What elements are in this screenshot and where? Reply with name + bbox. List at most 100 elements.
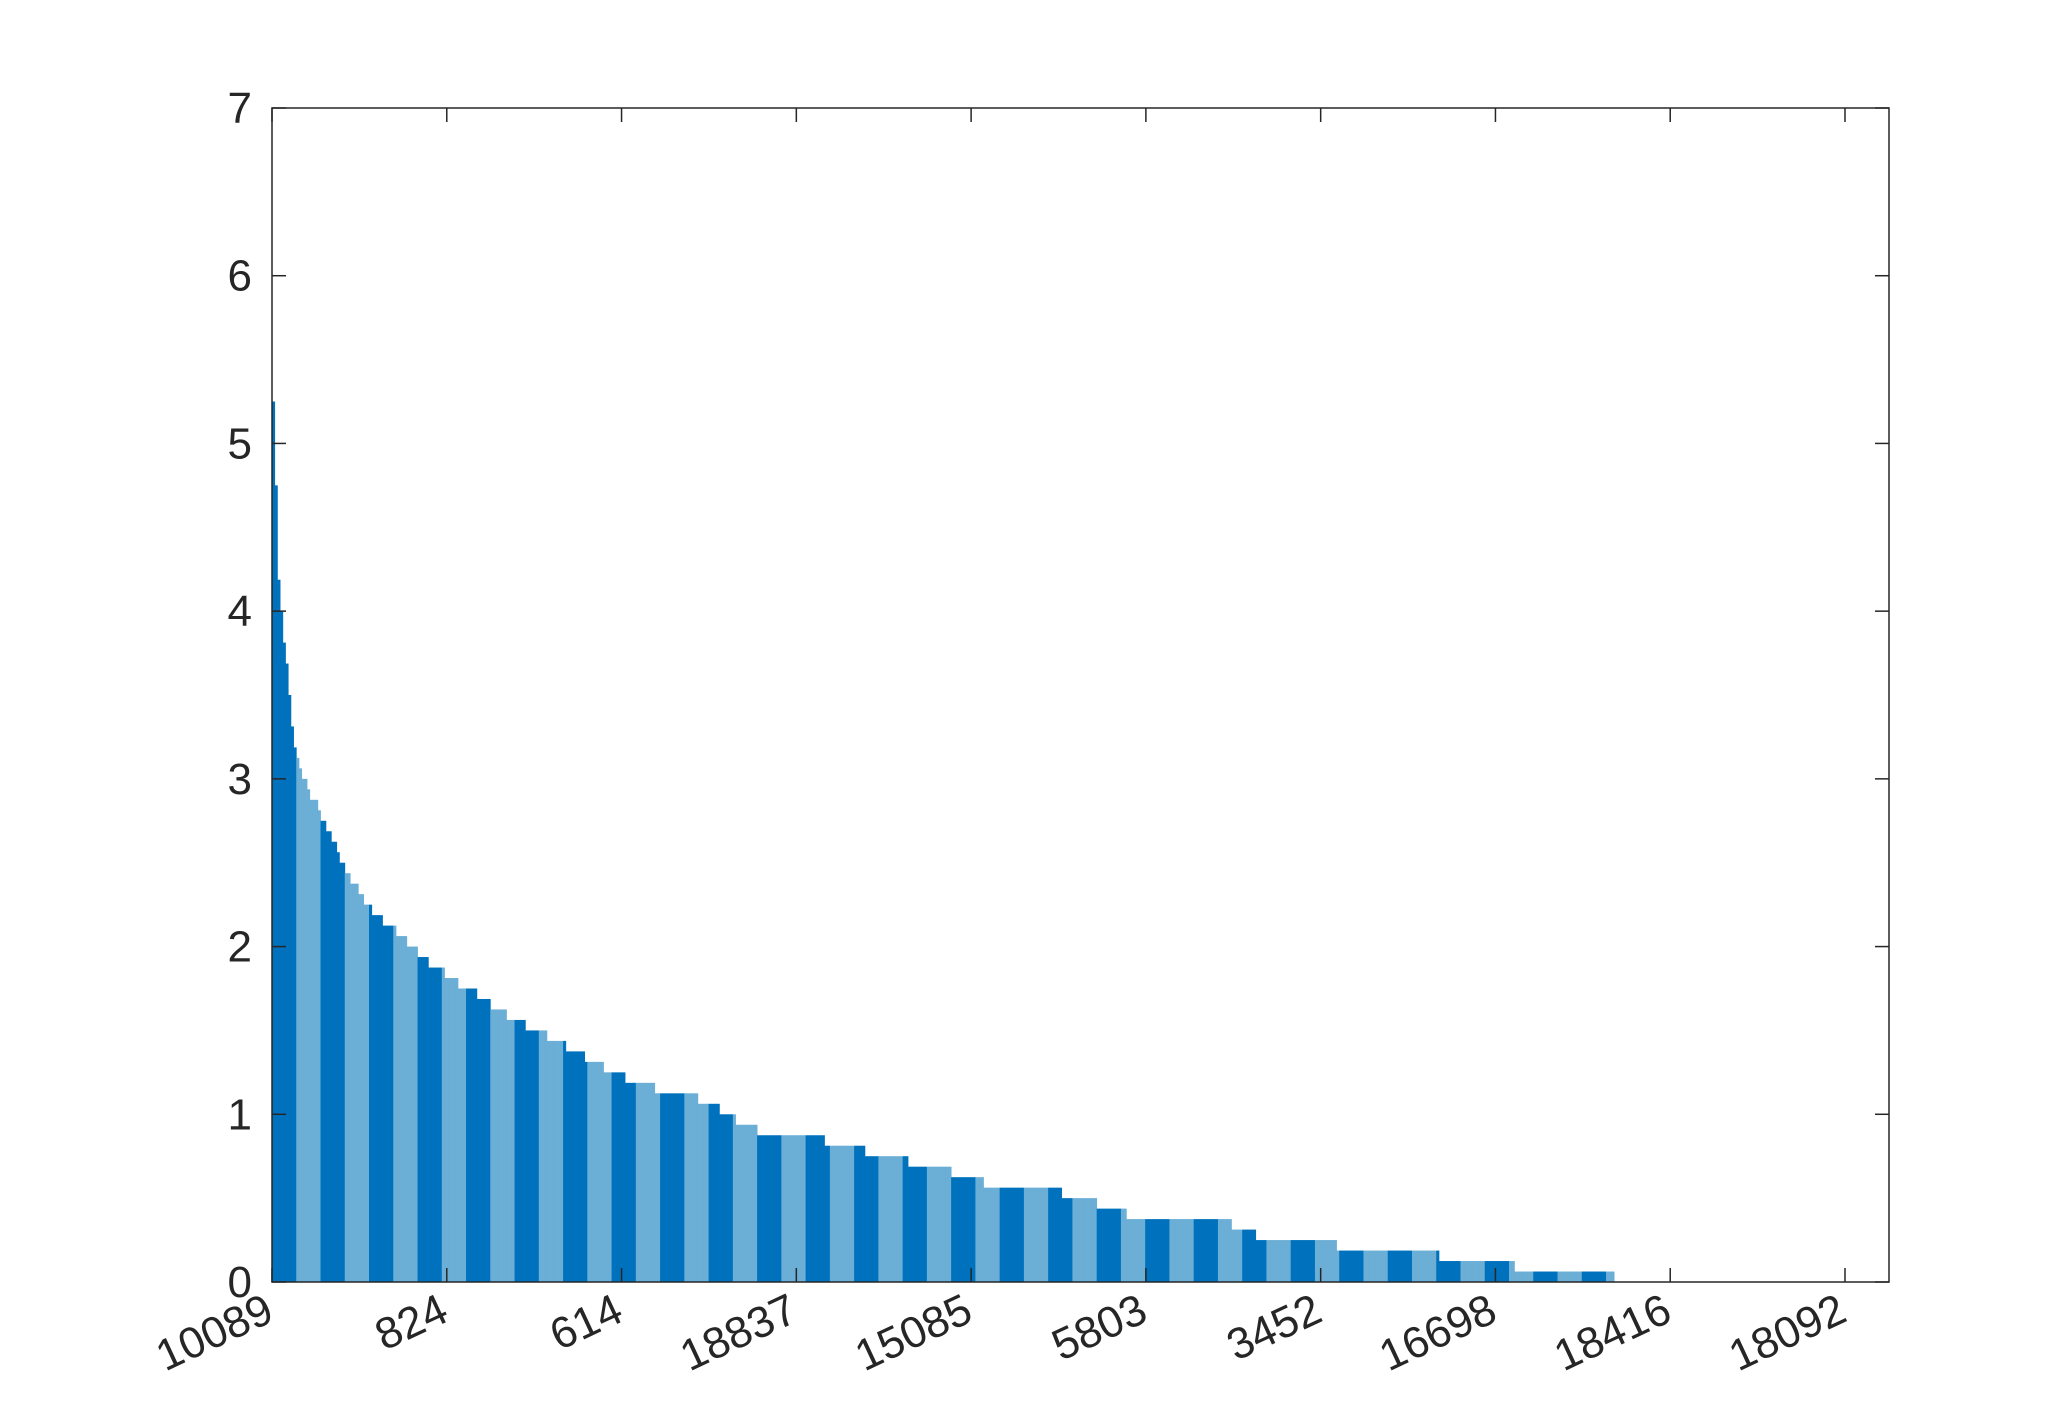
bar <box>1323 1240 1327 1282</box>
bar <box>794 1135 798 1282</box>
bar <box>1382 1250 1386 1282</box>
bar <box>1366 1250 1370 1282</box>
bar <box>964 1177 968 1282</box>
bar <box>1557 1271 1561 1282</box>
bar <box>587 1061 591 1283</box>
bar <box>1457 1261 1461 1282</box>
bar <box>1325 1240 1329 1282</box>
bar <box>1597 1271 1602 1282</box>
bar <box>1581 1271 1585 1282</box>
bar <box>934 1166 939 1282</box>
bar <box>1075 1198 1079 1282</box>
bar <box>414 946 418 1282</box>
bar <box>1080 1198 1084 1282</box>
bar <box>1290 1240 1294 1282</box>
bar <box>1541 1271 1545 1282</box>
bar <box>1309 1240 1313 1282</box>
bar <box>827 1145 831 1282</box>
bar <box>1425 1250 1429 1282</box>
bar <box>851 1145 855 1282</box>
bar <box>891 1156 895 1282</box>
bar <box>943 1166 947 1282</box>
bar <box>746 1124 750 1282</box>
bar <box>474 988 478 1282</box>
bar <box>358 894 362 1282</box>
bar <box>649 1082 653 1282</box>
bar <box>1533 1271 1537 1282</box>
bar <box>1376 1250 1381 1282</box>
bar <box>1603 1271 1607 1282</box>
bar <box>1048 1187 1052 1282</box>
bar <box>832 1145 836 1282</box>
bar <box>1185 1219 1189 1282</box>
bar <box>945 1166 949 1282</box>
bar <box>598 1061 602 1283</box>
bar <box>317 810 321 1282</box>
bar <box>603 1072 607 1282</box>
bar <box>619 1072 623 1282</box>
bar <box>916 1166 920 1282</box>
bar <box>452 978 456 1282</box>
y-tick-label: 5 <box>228 419 252 468</box>
bar <box>835 1145 839 1282</box>
bar <box>843 1145 847 1282</box>
bar <box>1102 1208 1106 1283</box>
bar <box>1570 1271 1575 1282</box>
bar <box>899 1156 904 1282</box>
bar <box>1527 1271 1531 1282</box>
bar <box>862 1145 866 1282</box>
bar <box>441 967 445 1282</box>
bar <box>1277 1240 1281 1282</box>
bar <box>344 873 348 1282</box>
bar <box>296 757 300 1282</box>
bar <box>1417 1250 1421 1282</box>
y-tick-label: 0 <box>228 1258 252 1307</box>
bar <box>821 1135 825 1282</box>
bar <box>1455 1261 1459 1282</box>
bar <box>363 904 367 1282</box>
bar <box>695 1093 699 1282</box>
bar <box>657 1093 661 1282</box>
bar <box>468 988 472 1282</box>
bar <box>996 1187 1001 1282</box>
bar <box>1606 1271 1610 1282</box>
bar <box>1158 1219 1162 1282</box>
bar <box>595 1061 599 1283</box>
bar <box>689 1093 693 1282</box>
bar <box>1239 1229 1243 1282</box>
bar <box>490 1009 494 1282</box>
bar <box>1549 1271 1553 1282</box>
bar <box>724 1114 728 1282</box>
bar <box>1314 1240 1319 1282</box>
bar <box>1209 1219 1213 1282</box>
bar <box>1072 1198 1076 1282</box>
bar <box>323 820 327 1282</box>
bar <box>905 1156 909 1282</box>
bar <box>301 778 305 1282</box>
bar <box>1344 1250 1348 1282</box>
bar <box>1328 1240 1332 1282</box>
bar <box>1544 1271 1548 1282</box>
bar <box>420 957 424 1282</box>
bar <box>848 1145 852 1282</box>
bar <box>463 988 467 1282</box>
bar <box>770 1135 774 1282</box>
bar <box>1576 1271 1580 1282</box>
bar <box>1611 1271 1615 1282</box>
bar <box>1145 1219 1149 1282</box>
bar <box>1045 1187 1049 1282</box>
bar <box>1015 1187 1019 1282</box>
bar <box>773 1135 777 1282</box>
bar <box>1174 1219 1178 1282</box>
bar <box>1293 1240 1297 1282</box>
bar <box>1401 1250 1405 1282</box>
bar <box>983 1187 987 1282</box>
bar <box>1271 1240 1275 1282</box>
bar <box>536 1030 540 1282</box>
bar <box>1414 1250 1418 1282</box>
bar <box>487 998 491 1282</box>
bar <box>921 1166 925 1282</box>
bar <box>1255 1240 1259 1282</box>
bar <box>1244 1229 1248 1282</box>
bar <box>1190 1219 1195 1282</box>
